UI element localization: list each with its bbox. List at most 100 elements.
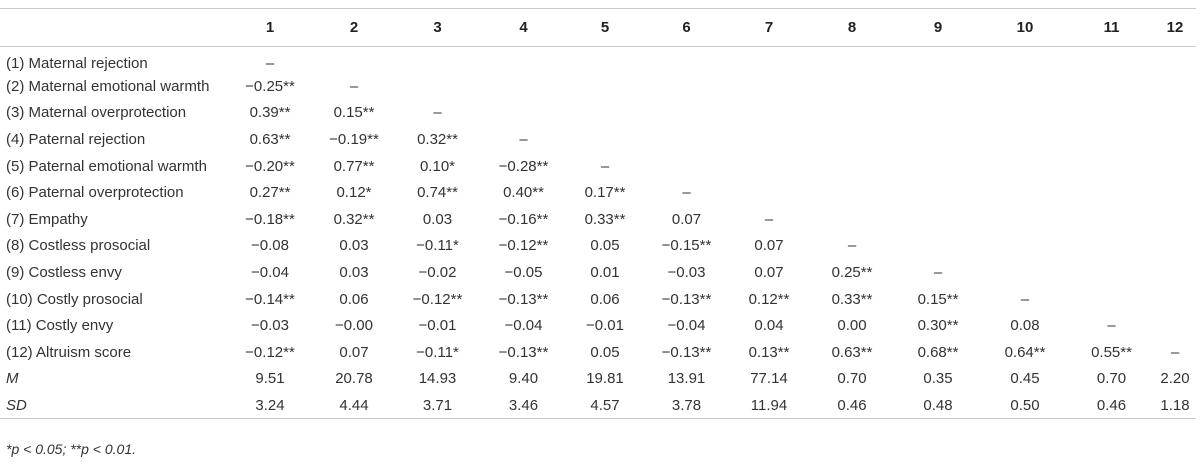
table-cell [566, 73, 644, 100]
table-cell [895, 206, 981, 233]
table-body: (1) Maternal rejection – (2) Maternal emot… [0, 47, 1196, 420]
table-cell [1069, 100, 1154, 127]
column-header-7: 7 [729, 8, 809, 47]
table-cell: −0.01 [418, 317, 457, 335]
table-cell: −0.05 [504, 264, 543, 282]
table-cell [729, 126, 809, 153]
table-cell [1069, 126, 1154, 153]
table-cell: – [933, 264, 943, 282]
table-cell [981, 153, 1069, 180]
table-cell: 0.48 [895, 392, 981, 420]
table-row: (11) Costly envy −0.03 −0.00 −0.01 −0.04 −0.0… [0, 312, 1196, 339]
table-cell: −0.04 [251, 264, 289, 282]
table-row: (1) Maternal rejection – [0, 47, 1196, 74]
table-cell [314, 47, 394, 74]
table-cell [809, 100, 895, 127]
table-cell: 0.12* [336, 184, 372, 202]
table-cell [729, 153, 809, 180]
table-cell [1069, 73, 1154, 100]
table-cell [1154, 286, 1196, 313]
table-cell: 13.91 [667, 370, 706, 388]
table-cell [566, 100, 644, 127]
table-cell: 0.05 [590, 237, 620, 255]
table-cell [1154, 126, 1196, 153]
row-label: (6) Paternal overprotection [6, 184, 184, 202]
table-row: (6) Paternal overprotection 0.27** 0.12* 0.… [0, 179, 1196, 206]
table-cell: 0.32** [417, 131, 458, 149]
column-header-1: 1 [226, 8, 314, 47]
table-cell: −0.19** [329, 131, 379, 149]
table-cell: −0.13** [498, 290, 549, 308]
table-cell: −0.03 [251, 317, 289, 335]
table-cell: −0.13** [498, 343, 549, 361]
column-header-6: 6 [644, 8, 729, 47]
table-cell: 0.07 [671, 210, 702, 228]
table-cell [809, 73, 895, 100]
row-label: (12) Altruism score [6, 343, 132, 361]
row-label: (11) Costly envy [6, 317, 114, 335]
table-cell: −0.16** [498, 210, 549, 228]
table-cell: −0.04 [667, 317, 706, 335]
table-cell: −0.12** [245, 343, 295, 361]
table-cell: 9.51 [255, 370, 285, 388]
column-header-3: 3 [394, 8, 481, 47]
table-cell: 0.06 [590, 290, 620, 308]
table-cell: – [600, 157, 610, 175]
table-cell: 0.77** [333, 157, 375, 175]
table-cell: 0.07 [754, 237, 784, 255]
table-cell: 0.46 [1069, 392, 1154, 420]
table-header-row: 1 2 3 4 5 6 7 8 9 10 11 12 [0, 8, 1196, 47]
table-cell [809, 126, 895, 153]
table-cell [809, 179, 895, 206]
table-cell [644, 126, 729, 153]
column-header-8: 8 [809, 8, 895, 47]
table-cell [1154, 179, 1196, 206]
table-cell [981, 47, 1069, 74]
table-cell [1069, 259, 1154, 286]
table-cell: 0.45 [1010, 370, 1040, 388]
table-cell [1069, 233, 1154, 260]
column-header-4: 4 [481, 8, 566, 47]
table-cell: −0.04 [504, 317, 543, 335]
row-label: (9) Costless envy [6, 264, 122, 282]
table-cell [981, 73, 1069, 100]
table-cell: 0.15** [917, 290, 959, 308]
table-cell: 0.10* [419, 157, 456, 175]
table-cell [566, 126, 644, 153]
table-cell: −0.13** [661, 290, 712, 308]
table-cell: 19.81 [586, 370, 624, 388]
table-row: (7) Empathy −0.18** 0.32** 0.03 −0.16** 0.33*… [0, 206, 1196, 233]
row-label: (4) Paternal rejection [6, 131, 146, 149]
row-label: (5) Paternal emotional warmth [6, 157, 207, 175]
table-cell: 0.15** [333, 104, 375, 122]
table-cell: 0.12** [748, 290, 790, 308]
table-cell: −0.01 [586, 317, 624, 335]
table-cell [981, 100, 1069, 127]
table-cell: 0.04 [754, 317, 784, 335]
table-cell: 0.64** [1004, 343, 1046, 361]
table-cell [394, 47, 481, 74]
table-cell: 0.33** [584, 210, 626, 228]
table-cell: – [1020, 290, 1030, 308]
table-cell: 0.05 [590, 343, 620, 361]
table-cell: 4.57 [566, 392, 644, 420]
table-cell: 0.32** [333, 210, 375, 228]
table-cell: −0.15** [661, 237, 712, 255]
table-cell [895, 47, 981, 74]
table-cell: 3.46 [481, 392, 566, 420]
table-cell: 3.71 [394, 392, 481, 420]
table-cell: – [1107, 317, 1116, 335]
table-cell: 0.03 [339, 237, 369, 255]
table-cell: – [433, 104, 442, 122]
table-cell: 0.50 [981, 392, 1069, 420]
table-cell [729, 100, 809, 127]
table-row: M 9.51 20.78 14.93 9.40 19.81 13.91 77.14 0.70 0.… [0, 366, 1196, 393]
table-cell [1154, 259, 1196, 286]
table-row: (12) Altruism score −0.12** 0.07 −0.11* −0.1… [0, 339, 1196, 366]
table-row: (4) Paternal rejection 0.63** −0.19** 0.32*… [0, 126, 1196, 153]
table-cell [729, 179, 809, 206]
table-cell: – [764, 210, 774, 228]
table-cell: 0.70 [837, 370, 867, 388]
table-cell [1154, 47, 1196, 74]
table-cell [895, 179, 981, 206]
